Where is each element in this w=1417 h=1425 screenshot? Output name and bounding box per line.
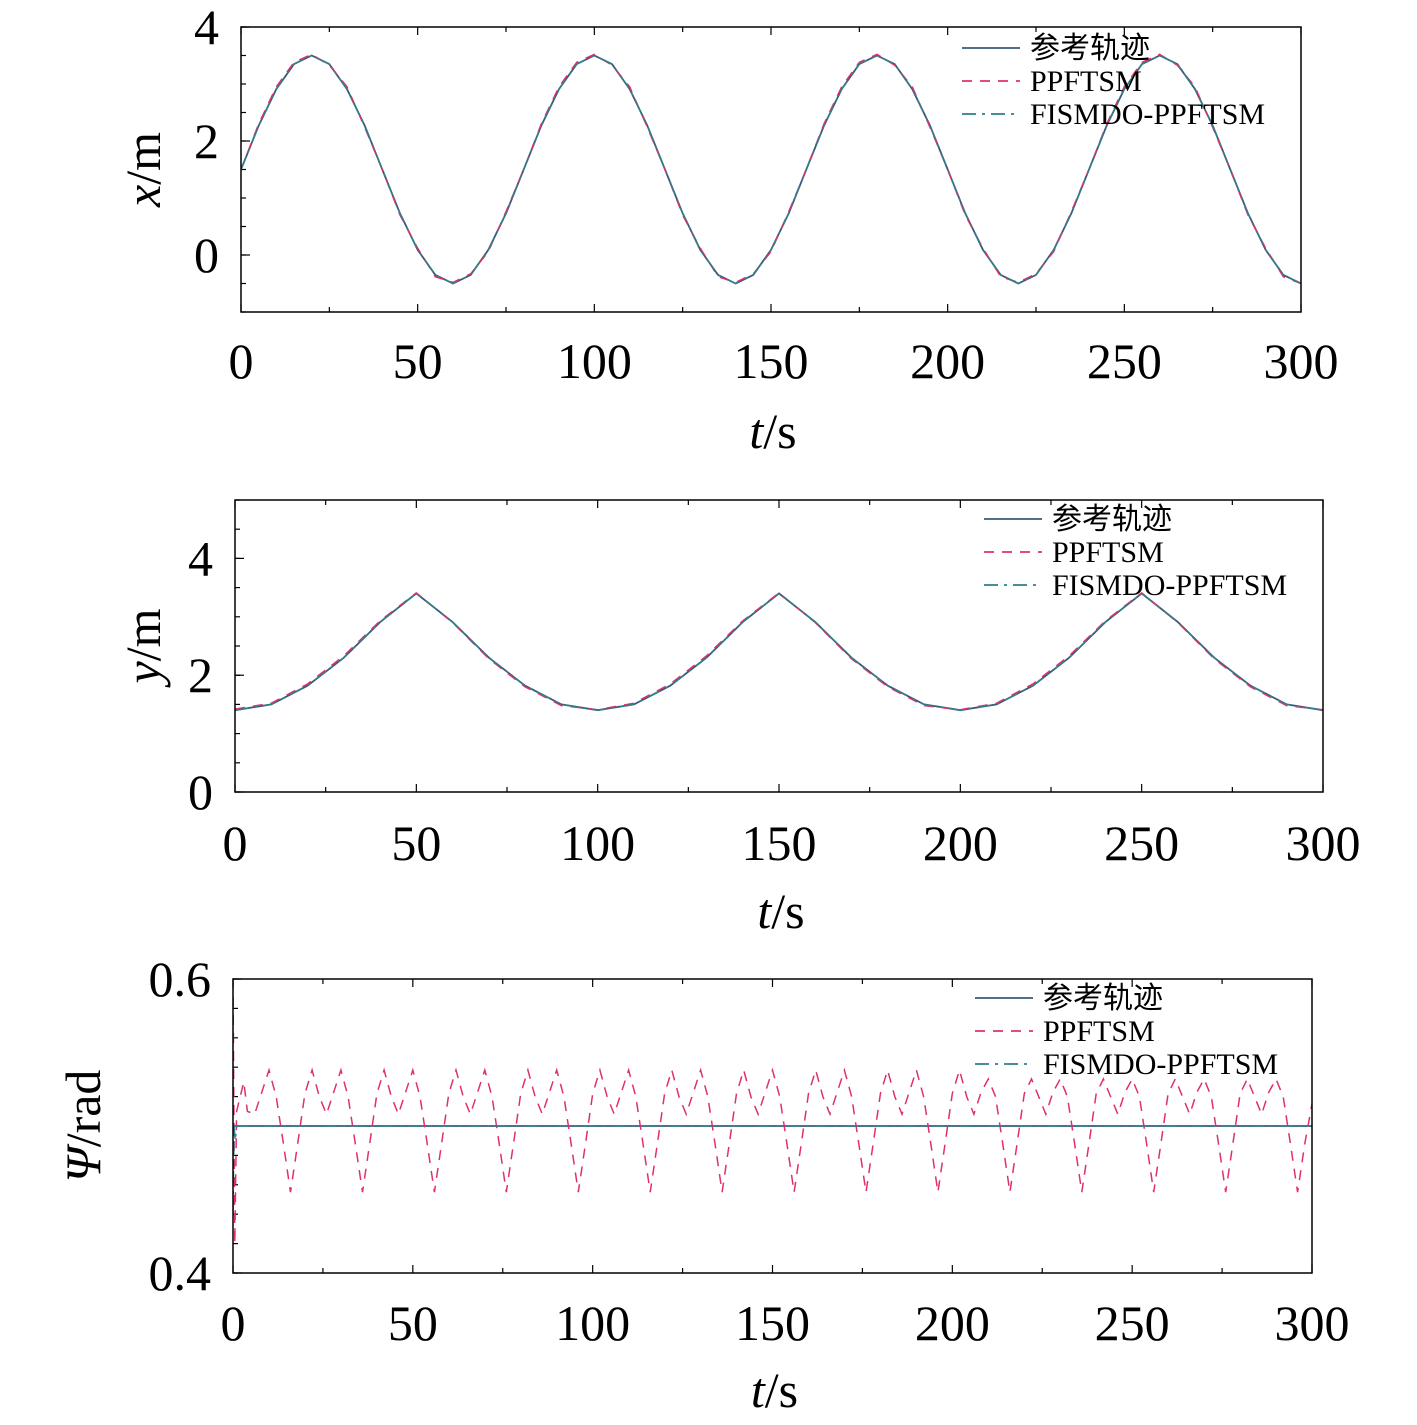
chart-3: 0 50 100 150 200 250 300 0.4 0.6 参考轨迹PPFTSMFISMDO…: [55, 951, 1350, 1418]
legend-label: FISMDO-PPFTSM: [1043, 1048, 1278, 1081]
x-axis-label: t/s: [751, 1362, 798, 1418]
legend-label: FISMDO-PPFTSM: [1030, 98, 1265, 131]
legend-label: PPFTSM: [1030, 65, 1142, 98]
legend-label: 参考轨迹: [1052, 503, 1172, 536]
y-axis-unit: /rad: [55, 1070, 111, 1148]
plot-frame: [234, 499, 1324, 793]
x-axis-unit: /s: [771, 883, 804, 939]
chart-1: 0 50 100 150 200 250 300 0 2 4 参考轨迹PPFTSMFISMDO-PP…: [115, 0, 1339, 459]
x-tick-label: 300: [1275, 1295, 1350, 1351]
chart-2: 0 50 100 150 200 250 300 0 2 4 参考轨迹PPFTSMFISMDO-PP…: [115, 499, 1361, 939]
x-tick-label: 200: [915, 1295, 990, 1351]
x-tick-label: 0: [221, 1295, 246, 1351]
x-tick-label: 250: [1095, 1295, 1170, 1351]
x-tick-label: 150: [734, 333, 809, 389]
x-tick-label: 300: [1264, 333, 1339, 389]
series-line-dashed: [241, 53, 1301, 285]
y-axis-var: y: [115, 661, 171, 689]
x-tick-label: 50: [388, 1295, 438, 1351]
y-tick-label: 0.6: [149, 951, 212, 1007]
y-axis-unit: /m: [115, 132, 171, 185]
x-tick-label: 250: [1087, 333, 1162, 389]
series-line-dashed: [235, 591, 1323, 711]
x-axis-var: t: [749, 403, 764, 459]
plot-frame: [240, 26, 1302, 313]
x-axis-label: t/s: [757, 883, 804, 939]
y-axis-var: x: [115, 185, 171, 208]
y-tick-label: 0.4: [149, 1245, 212, 1301]
series-line-dashdot: [241, 54, 1301, 285]
x-tick-label: 200: [910, 333, 985, 389]
x-tick-label: 100: [555, 1295, 630, 1351]
x-tick-label: 100: [557, 333, 632, 389]
y-axis-var: Ψ: [55, 1143, 111, 1182]
series-line-dashdot: [233, 1125, 1312, 1215]
x-tick-label: 50: [391, 815, 441, 871]
x-tick-label: 250: [1104, 815, 1179, 871]
y-tick-label: 4: [188, 530, 213, 586]
x-tick-label: 0: [223, 815, 248, 871]
x-tick-label: 200: [923, 815, 998, 871]
legend-label: 参考轨迹: [1043, 982, 1163, 1015]
y-tick-label: 0: [188, 764, 213, 820]
series-group: [233, 979, 1312, 1244]
x-tick-label: 150: [742, 815, 817, 871]
y-axis-label: Ψ/rad: [55, 1070, 111, 1183]
plot-frame: [232, 978, 1313, 1274]
x-axis-label: t/s: [749, 403, 796, 459]
y-tick-label: 2: [194, 113, 219, 169]
series-group: [241, 53, 1301, 285]
x-axis-unit: /s: [763, 403, 796, 459]
series-group: [235, 591, 1323, 712]
legend-label: PPFTSM: [1043, 1015, 1155, 1048]
x-axis-var: t: [751, 1362, 766, 1418]
legend-label: FISMDO-PPFTSM: [1052, 569, 1287, 602]
x-tick-label: 0: [229, 333, 254, 389]
legend-label: 参考轨迹: [1030, 32, 1150, 65]
y-axis-label: x/m: [115, 132, 171, 208]
series-line-solid: [235, 592, 1323, 712]
y-axis-label: y/m: [115, 608, 171, 688]
y-tick-label: 2: [188, 647, 213, 703]
series-line-dashdot: [235, 592, 1323, 711]
x-tick-label: 150: [735, 1295, 810, 1351]
y-tick-label: 0: [194, 227, 219, 283]
series-line-dashed: [233, 979, 1312, 1244]
x-axis-unit: /s: [765, 1362, 798, 1418]
y-tick-label: 4: [194, 0, 219, 55]
x-tick-label: 300: [1286, 815, 1361, 871]
x-tick-label: 50: [393, 333, 443, 389]
y-axis-unit: /m: [115, 608, 171, 661]
x-tick-label: 100: [560, 815, 635, 871]
legend-label: PPFTSM: [1052, 536, 1164, 569]
x-axis-var: t: [757, 883, 772, 939]
